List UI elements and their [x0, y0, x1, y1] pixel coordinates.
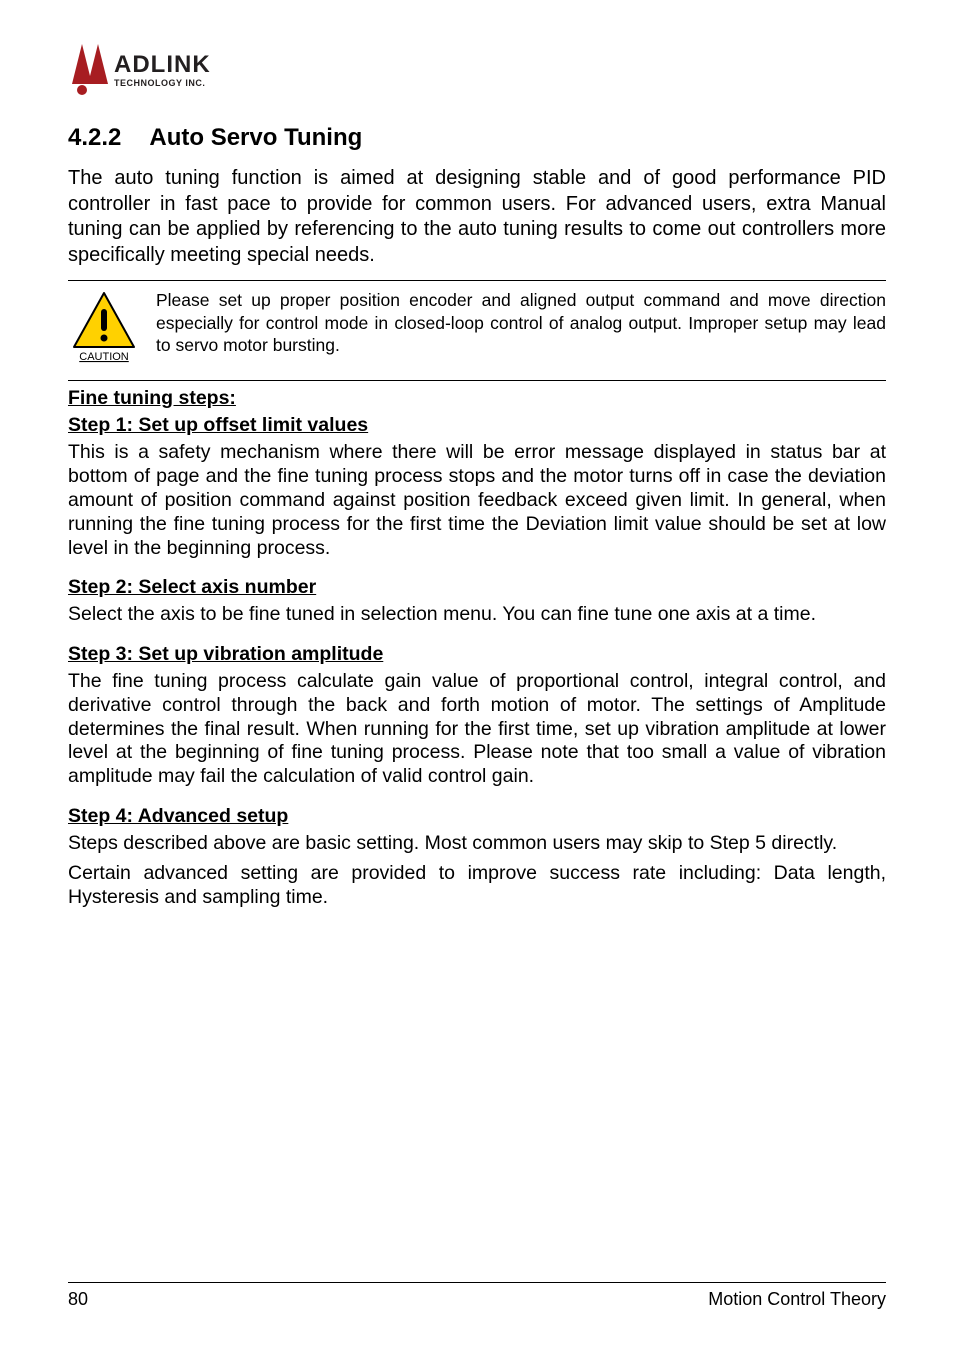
fine-tuning-steps-label: Fine tuning steps: — [68, 387, 886, 410]
step-2-heading: Step 2: Select axis number — [68, 576, 886, 599]
step-2-body: Select the axis to be fine tuned in sele… — [68, 603, 886, 627]
section-number: 4.2.2 — [68, 124, 121, 152]
section-heading: 4.2.2 Auto Servo Tuning — [68, 124, 886, 152]
document-page: ADLINK TECHNOLOGY INC. 4.2.2 Auto Servo T… — [0, 0, 954, 1352]
section-title: Auto Servo Tuning — [149, 124, 362, 151]
caution-text: Please set up proper position encoder an… — [156, 289, 886, 356]
page-footer: 80 Motion Control Theory — [68, 1282, 886, 1310]
step-1-heading: Step 1: Set up offset limit values — [68, 414, 886, 437]
step-1-body: This is a safety mechanism where there w… — [68, 441, 886, 560]
divider-bottom — [68, 380, 886, 381]
step-4-body-1: Steps described above are basic setting.… — [68, 832, 886, 856]
running-title: Motion Control Theory — [708, 1289, 886, 1310]
svg-text:CAUTION: CAUTION — [79, 351, 129, 363]
section-intro-paragraph: The auto tuning function is aimed at des… — [68, 166, 886, 268]
caution-icon: CAUTION — [68, 289, 140, 368]
step-3-body: The fine tuning process calculate gain v… — [68, 670, 886, 789]
step-4-body-2: Certain advanced setting are provided to… — [68, 862, 886, 910]
page-number: 80 — [68, 1289, 88, 1310]
adlink-logo-svg: ADLINK TECHNOLOGY INC. — [68, 42, 268, 98]
svg-text:ADLINK: ADLINK — [114, 51, 211, 78]
step-3-heading: Step 3: Set up vibration amplitude — [68, 643, 886, 666]
svg-text:TECHNOLOGY INC.: TECHNOLOGY INC. — [114, 78, 205, 88]
divider-top — [68, 280, 886, 281]
brand-logo: ADLINK TECHNOLOGY INC. — [68, 42, 886, 98]
caution-block: CAUTION Please set up proper position en… — [68, 287, 886, 372]
step-4-heading: Step 4: Advanced setup — [68, 805, 886, 828]
